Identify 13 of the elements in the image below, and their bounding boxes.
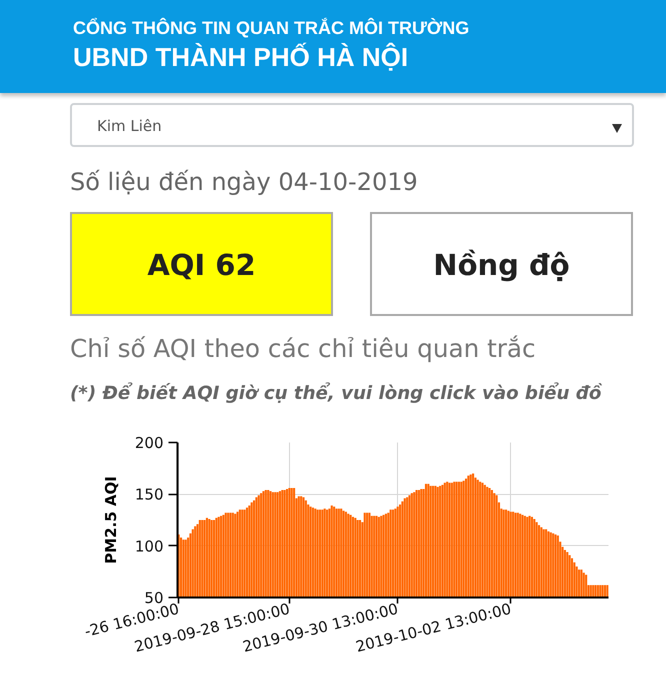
- chart-subtitle: (*) Để biết AQI giờ cụ thể, vui lòng click vào biểu đồ: [70, 383, 602, 404]
- y-tick-label: 150: [134, 486, 164, 504]
- y-tick-label: 200: [134, 434, 164, 452]
- y-tick-label: 100: [134, 537, 164, 556]
- text: CỔNG THÔNG TIN QUAN TRẮC MÔI TRƯỜNG: [73, 18, 470, 39]
- text: UBND THÀNH PHỐ HÀ NỘI: [73, 42, 408, 73]
- button: AQI 62: [70, 212, 333, 316]
- chart-title: Chỉ số AQI theo các chỉ tiêu quan trắc: [70, 334, 536, 363]
- text: Số liệu đến ngày 04-10-2019: [70, 168, 418, 196]
- dropdown: Kim Liên: [70, 103, 634, 147]
- button: Nồng độ: [370, 212, 633, 316]
- y-tick-label: 50: [144, 589, 164, 607]
- y-axis-title: PM2.5 AQI: [102, 476, 120, 564]
